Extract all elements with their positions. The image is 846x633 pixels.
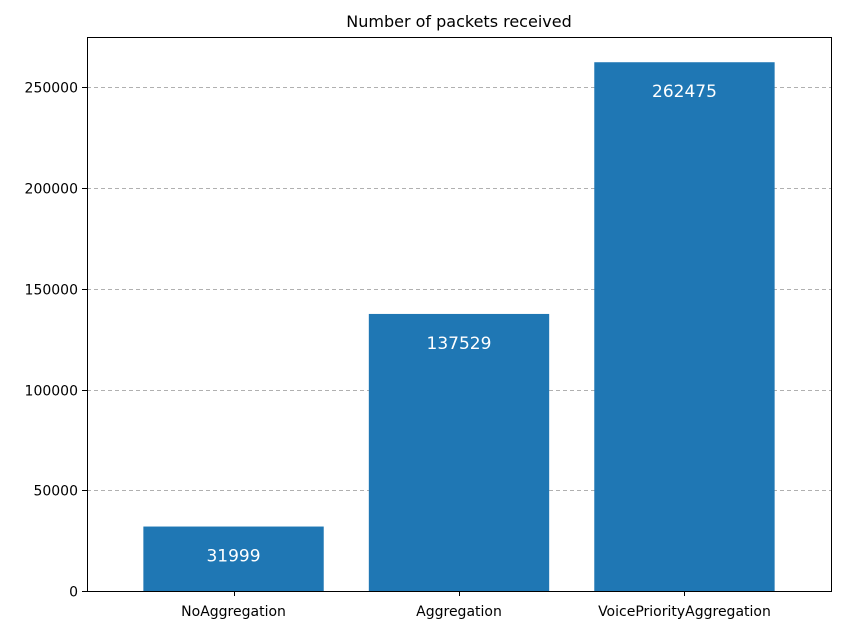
bar-value-label: 31999 bbox=[206, 547, 260, 567]
axes: 0 50000 100000 150000 200000 250000 NoAggregat… bbox=[25, 81, 771, 621]
bars bbox=[143, 62, 775, 592]
y-tick-label: 150000 bbox=[25, 283, 78, 299]
bar bbox=[594, 62, 775, 592]
x-tick-label: NoAggregation bbox=[181, 604, 286, 620]
bar bbox=[368, 313, 550, 591]
bar-value-label: 137529 bbox=[427, 334, 492, 354]
y-tick-label: 200000 bbox=[25, 182, 78, 198]
bar bbox=[143, 526, 324, 591]
y-tick-label: 0 bbox=[69, 585, 78, 601]
y-tick-label: 100000 bbox=[25, 384, 78, 400]
bar-value-labels: 31999 137529 262475 bbox=[206, 82, 716, 566]
x-tick-label: VoicePriorityAggregation bbox=[598, 604, 771, 620]
plot-frame bbox=[87, 37, 832, 592]
y-tick-label: 250000 bbox=[25, 81, 78, 97]
chart-title: Number of packets received bbox=[346, 12, 571, 31]
y-tick-label: 50000 bbox=[33, 484, 78, 500]
bar-value-label: 262475 bbox=[652, 82, 717, 102]
x-tick-label: Aggregation bbox=[416, 604, 502, 620]
